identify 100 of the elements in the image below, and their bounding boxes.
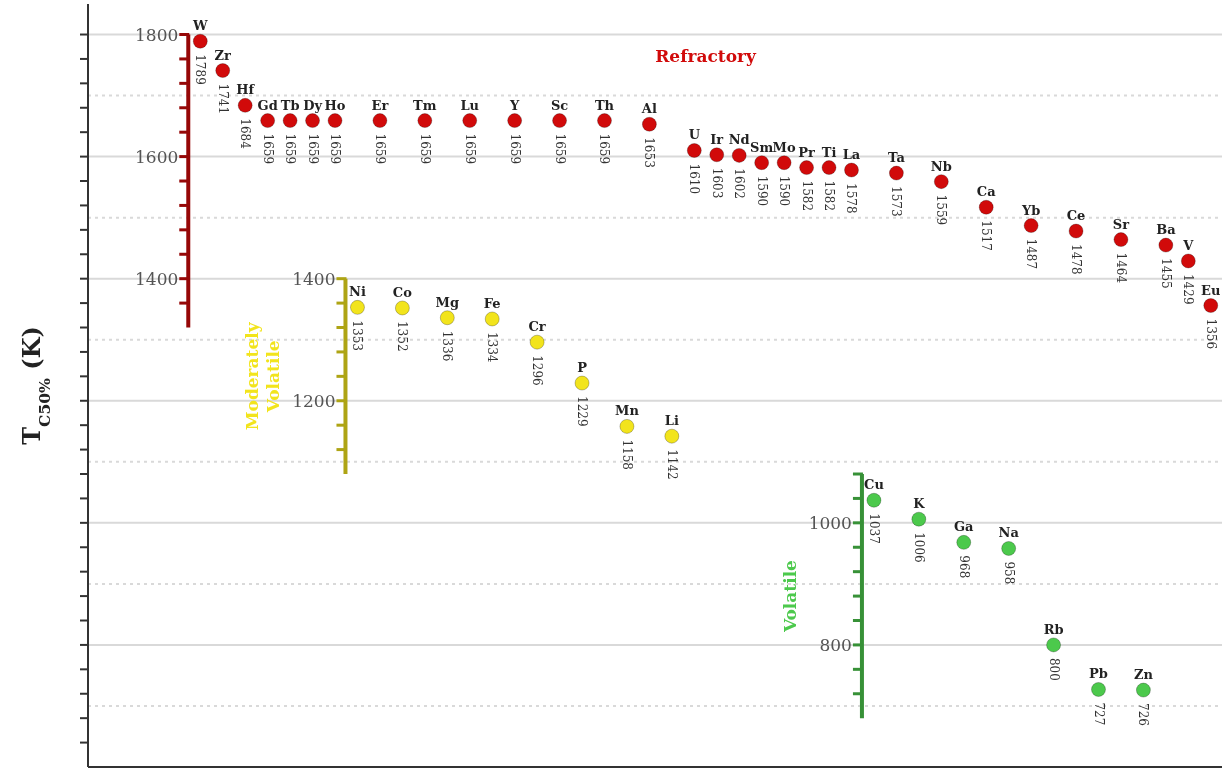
point — [305, 113, 321, 129]
point — [1068, 223, 1084, 239]
data-label: 1659 — [417, 133, 432, 165]
point — [664, 428, 680, 444]
point — [821, 160, 837, 176]
y-tick-label: 1800 — [135, 24, 179, 45]
data-label: 1659 — [462, 133, 477, 165]
point — [282, 113, 298, 129]
x-tick-label: Ni — [349, 284, 366, 300]
data-label: 1229 — [575, 396, 590, 427]
x-tick-label: Ho — [324, 97, 346, 113]
text: Volatile — [779, 559, 800, 634]
x-tick-label: Er — [371, 97, 389, 113]
x-tick-label: Sr — [1112, 216, 1130, 232]
data-label: 1517 — [979, 220, 994, 251]
x-tick-label: Th — [594, 97, 615, 113]
point — [843, 162, 859, 178]
point — [529, 334, 545, 350]
point — [372, 113, 388, 129]
point — [417, 113, 433, 129]
data-label: 1741 — [215, 83, 230, 115]
data-label: 1659 — [507, 133, 522, 165]
x-tick-label: Nd — [728, 132, 750, 148]
data-label: 1142 — [664, 449, 679, 480]
data-label: 1659 — [552, 133, 567, 165]
point — [349, 299, 365, 315]
x-tick-label: La — [842, 147, 861, 163]
point — [1046, 637, 1062, 653]
point — [888, 165, 904, 181]
data-label: 1659 — [283, 133, 298, 165]
x-tick-label: Gd — [257, 97, 278, 113]
point — [956, 534, 972, 550]
point — [1001, 540, 1017, 556]
x-tick-label: Li — [664, 413, 679, 429]
x-tick-label: Ga — [954, 519, 975, 535]
x-tick-label: Dy — [303, 97, 323, 113]
data-label: 1789 — [193, 54, 208, 85]
data-label: 1659 — [597, 133, 612, 165]
x-tick-label: Lu — [460, 97, 480, 113]
x-tick-label: V — [1182, 237, 1195, 253]
data-label: 958 — [1001, 561, 1016, 585]
data-label: 1603 — [709, 167, 724, 199]
x-tick-label: Pr — [798, 144, 816, 160]
x-tick-label: Ti — [821, 144, 837, 160]
data-label: 1590 — [754, 175, 769, 207]
x-tick-label: Al — [640, 101, 657, 117]
data-label: 1429 — [1181, 273, 1196, 305]
data-label: 1659 — [305, 133, 320, 165]
x-tick-label: Na — [998, 525, 1020, 541]
y-tick-label: 1400 — [135, 268, 179, 289]
x-tick-label: Nb — [930, 158, 952, 174]
point — [596, 113, 612, 129]
point — [484, 311, 500, 327]
point — [933, 174, 949, 190]
y3-tick-label: 800 — [819, 634, 852, 655]
x-tick-label: K — [913, 496, 926, 512]
x-tick-label: Ce — [1066, 208, 1086, 224]
point — [1180, 253, 1196, 269]
x-tick-label: Cr — [528, 319, 546, 335]
data-label: 800 — [1046, 657, 1061, 681]
x-tick-label: Sc — [550, 97, 569, 113]
x-tick-label: Yb — [1020, 202, 1041, 218]
data-label: 1582 — [822, 180, 837, 212]
data-label: 1353 — [350, 320, 365, 351]
data-label: 1582 — [799, 180, 814, 212]
point — [641, 116, 657, 132]
data-label: 1158 — [619, 439, 634, 470]
data-label: 1659 — [372, 133, 387, 165]
data-label: 727 — [1091, 702, 1106, 726]
x-tick-label: Mg — [435, 294, 460, 310]
point — [439, 310, 455, 326]
x-tick-label: W — [191, 18, 208, 34]
data-label: 1590 — [777, 175, 792, 207]
point — [192, 33, 208, 49]
data-label: 1610 — [687, 163, 702, 195]
data-label: 726 — [1136, 703, 1151, 726]
point — [327, 113, 343, 129]
text: Moderately Volatile — [242, 321, 284, 431]
point — [507, 113, 523, 129]
x-tick-label: P — [577, 360, 588, 376]
y2-tick-label: 1200 — [292, 390, 336, 411]
x-tick-label: Tm — [413, 97, 437, 113]
x-tick-label: Eu — [1201, 282, 1221, 298]
point — [260, 113, 276, 129]
point — [799, 160, 815, 176]
data-label: 1464 — [1113, 252, 1128, 284]
x-tick-label: Hf — [236, 82, 256, 98]
data-label: 1684 — [238, 118, 253, 150]
x-tick-label: Rb — [1043, 621, 1064, 637]
x-tick-label: Ta — [887, 150, 906, 166]
x-tick-label: Sm — [750, 139, 774, 155]
point — [731, 147, 747, 163]
point — [754, 155, 770, 171]
point — [394, 300, 410, 316]
point — [1113, 232, 1129, 248]
point — [709, 147, 725, 163]
point — [1135, 682, 1151, 698]
x-tick-label: Ba — [1156, 222, 1177, 238]
data-label: 1455 — [1158, 258, 1173, 289]
data-label: 1356 — [1203, 318, 1218, 350]
